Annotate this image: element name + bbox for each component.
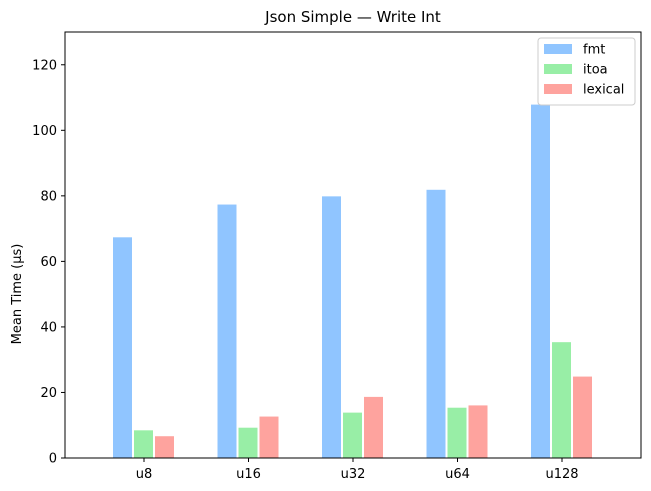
y-tick-label: 0 [49,452,57,467]
plot-frame [64,31,642,459]
bar-lexical-u8 [154,435,175,459]
y-axis: 0 20 40 60 80 100 120 [32,58,65,467]
bar-itoa-u128 [551,341,572,459]
y-tick-label: 20 [40,386,57,401]
bar-itoa-u16 [237,426,259,459]
x-axis: u8 u16 u32 u64 u128 [136,458,579,482]
legend-swatch-fmt [544,44,572,54]
bar-lexical-u16 [258,415,280,459]
bar-itoa-u8 [133,429,154,459]
legend-swatch-itoa [544,64,572,74]
x-tick-label: u32 [341,467,366,482]
x-tick-label: u16 [236,467,261,482]
chart-title: Json Simple — Write Int [264,8,441,26]
bars-group [112,103,593,459]
y-tick-label: 120 [32,58,57,73]
bar-fmt-u16 [216,203,238,459]
x-tick-label: u64 [445,467,470,482]
legend-label-fmt: fmt [583,43,605,58]
legend-swatch-lexical [544,84,572,94]
y-tick-label: 100 [32,124,57,139]
bar-fmt-u32 [321,195,342,459]
x-tick-label: u8 [136,467,153,482]
legend-label-lexical: lexical [583,83,624,98]
bar-lexical-u64 [467,404,489,459]
bar-lexical-u128 [572,375,593,459]
y-axis-title: Mean Time (µs) [10,244,25,345]
y-tick-label: 40 [40,320,57,335]
bar-itoa-u64 [446,406,468,459]
bar-lexical-u32 [363,395,384,459]
y-tick-label: 60 [40,255,57,270]
bar-fmt-u64 [425,188,447,459]
legend: fmt itoa lexical [537,37,636,106]
x-tick-label: u128 [545,467,578,482]
bar-fmt-u8 [112,236,133,459]
y-tick-label: 80 [40,189,57,204]
bar-itoa-u32 [342,411,363,459]
bar-fmt-u128 [530,103,551,459]
legend-label-itoa: itoa [583,63,608,78]
